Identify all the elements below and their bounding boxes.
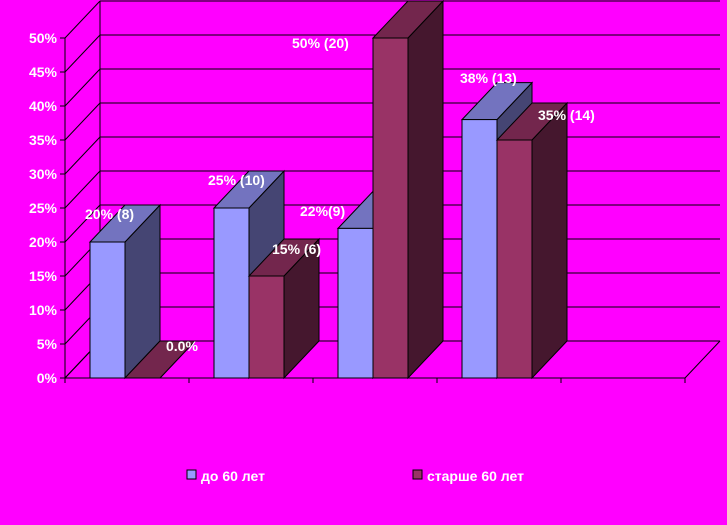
gridline-side xyxy=(64,136,101,175)
bar-2-4 xyxy=(495,101,569,380)
bar-1-1 xyxy=(88,203,162,380)
bar-2-1 xyxy=(123,340,197,379)
y-axis-ticks: 0% 5% 10% 15% 20% 25% 30% 35% 40% 45% 50% xyxy=(29,30,686,386)
gridline-side xyxy=(64,204,101,243)
bar-front xyxy=(496,139,533,379)
bars xyxy=(88,0,569,380)
bar-side xyxy=(531,101,568,380)
data-label-2-3: 50% (20) xyxy=(292,35,349,51)
bar-front xyxy=(337,227,374,379)
bar-top xyxy=(123,340,197,379)
gridline-side xyxy=(64,102,101,141)
y-tick-label: 50% xyxy=(29,30,58,46)
y-tick-label: 0% xyxy=(37,370,58,386)
data-label-2-4: 35% (14) xyxy=(538,107,595,123)
data-labels: 20% (8) 25% (10) 22%(9) 38% (13) 0.0% 15% (6)… xyxy=(85,35,595,354)
data-label-2-2: 15% (6) xyxy=(272,241,321,257)
y-tick-label: 15% xyxy=(29,268,58,284)
y-tick-label: 35% xyxy=(29,132,58,148)
legend: до 60 лет старше 60 лет xyxy=(186,468,524,484)
bar-front xyxy=(213,207,250,379)
bar-front xyxy=(372,37,409,379)
y-tick-label: 45% xyxy=(29,64,58,80)
data-label-2-1: 0.0% xyxy=(166,338,198,354)
gridline-side xyxy=(64,34,101,73)
bar-2-2 xyxy=(247,237,321,380)
data-label-1-4: 38% (13) xyxy=(460,70,517,86)
bar-front xyxy=(89,241,126,379)
y-tick-label: 10% xyxy=(29,302,58,318)
bar-front xyxy=(461,119,498,379)
legend-swatch-series-1 xyxy=(186,469,197,480)
y-tick-label: 5% xyxy=(37,336,58,352)
y-tick-label: 30% xyxy=(29,166,58,182)
floor-edge-right xyxy=(684,340,721,379)
bar-2-3 xyxy=(371,0,445,380)
data-label-1-2: 25% (10) xyxy=(208,172,265,188)
legend-label-series-2: старше 60 лет xyxy=(427,468,524,484)
gridline-side xyxy=(64,170,101,209)
y-tick-label: 20% xyxy=(29,234,58,250)
y-tick-label: 25% xyxy=(29,200,58,216)
legend-label-series-1: до 60 лет xyxy=(201,468,265,484)
gridline-side xyxy=(64,0,101,39)
legend-swatch-series-2 xyxy=(412,469,423,480)
data-label-1-1: 20% (8) xyxy=(85,206,134,222)
y-tick-label: 40% xyxy=(29,98,58,114)
bar-side xyxy=(407,0,444,380)
gridline-side xyxy=(64,68,101,107)
data-label-1-3: 22%(9) xyxy=(300,203,345,219)
bar-front xyxy=(248,275,285,379)
